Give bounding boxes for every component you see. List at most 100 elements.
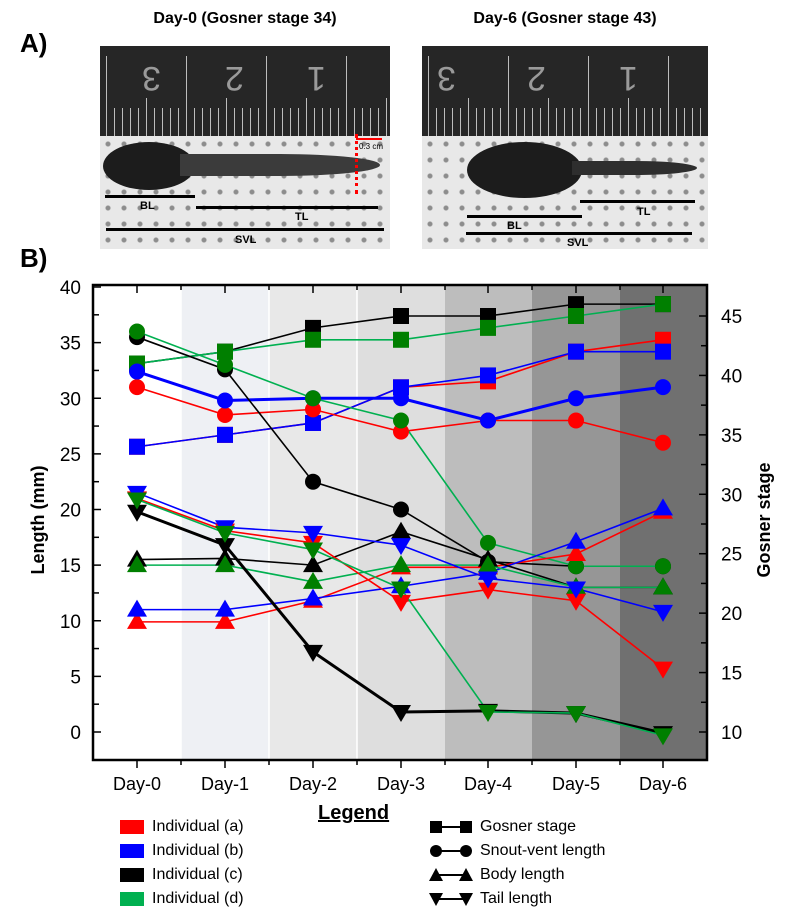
day-band-5: [532, 285, 620, 760]
marker-b-tl: [303, 525, 323, 543]
ruler-tick: [314, 108, 315, 136]
ruler-tick: [258, 108, 259, 136]
y2-tick-label: 25: [721, 545, 742, 566]
svl-label: SVL: [235, 234, 257, 246]
marker-d-tl: [478, 704, 498, 722]
marker-b-svl: [480, 412, 496, 429]
tl-line: [196, 206, 378, 209]
tl-line: [580, 200, 695, 203]
ruler-tick: [194, 108, 195, 136]
marker-a-tl: [391, 594, 411, 612]
ruler-tick: [580, 108, 581, 136]
tadpole-tail: [180, 154, 380, 176]
marker-d-svl: [393, 412, 409, 429]
x-tick-label: Day-2: [289, 774, 337, 794]
ruler-tick: [170, 108, 171, 136]
legend-marker: [460, 844, 472, 857]
ruler-tick: [322, 108, 323, 136]
legend-label: Snout-vent length: [480, 842, 606, 859]
marker-c-bl: [303, 555, 323, 573]
marker-d-bl: [127, 555, 147, 573]
tl-label: TL: [295, 211, 309, 223]
ruler-tick: [620, 108, 621, 136]
plot-frame: [91, 283, 709, 762]
legend-swatch: [120, 819, 144, 834]
legend-marker: [429, 892, 443, 906]
marker-a-bl: [215, 611, 235, 629]
marker-a-tl: [566, 593, 586, 611]
x-tick-label: Day-3: [377, 774, 425, 794]
ruler-tick: [436, 108, 437, 136]
marker-d-tl: [566, 706, 586, 724]
ruler-tick: [508, 56, 509, 136]
scale-marker: [355, 134, 358, 194]
marker-b-svl: [655, 379, 671, 396]
y2-tick-label: 10: [721, 723, 742, 744]
square-marker-icon: [430, 820, 472, 833]
marker-c-svl: [393, 501, 409, 518]
marker-a-svl: [217, 406, 233, 423]
day-band-6: [620, 285, 707, 760]
marker-b-gosner: [393, 379, 409, 396]
y2-tick-label: 35: [721, 426, 742, 447]
marker-c-tl: [303, 644, 323, 662]
ruler-tick: [444, 108, 445, 136]
y-tick-label: 20: [60, 501, 81, 522]
circle-marker-icon: [430, 844, 472, 857]
ruler-tick: [250, 108, 251, 136]
svl-label: SVL: [567, 237, 589, 249]
marker-d-tl: [653, 728, 673, 746]
ruler-tick: [338, 108, 339, 136]
marker-d-gosner: [217, 343, 233, 360]
x-tick-label: Day-0: [113, 774, 161, 794]
marker-b-bl: [215, 599, 235, 617]
legend-item-circle: Snout-vent length: [428, 842, 605, 860]
day-band-4: [445, 285, 532, 760]
ruler-tick: [242, 108, 243, 136]
marker-d-gosner: [655, 296, 671, 313]
legend-marker: [430, 844, 442, 857]
legend-label: Gosner stage: [480, 818, 577, 835]
y-tick-label: 25: [60, 445, 81, 466]
photo-day6-title: Day-6 (Gosner stage 43): [473, 10, 657, 27]
y-tick-label: 30: [60, 389, 81, 410]
ruler-tick: [122, 108, 123, 136]
bl-label: BL: [507, 220, 522, 232]
ruler-tick: [524, 108, 525, 136]
legend-swatch: [120, 891, 144, 906]
marker-c-gosner: [393, 308, 409, 324]
marker-b-bl: [566, 531, 586, 549]
ruler-tick: [516, 108, 517, 136]
ruler-tick: [362, 108, 363, 136]
ruler-tick: [370, 108, 371, 136]
marker-d-svl: [129, 323, 145, 340]
marker-a-svl: [568, 412, 584, 429]
tadpole-body: [467, 142, 582, 198]
ruler-tick: [146, 98, 147, 136]
marker-c-bl: [391, 521, 411, 539]
ruler-tick: [588, 56, 589, 136]
marker-c-svl: [305, 473, 321, 490]
ruler-tick: [660, 108, 661, 136]
ruler-tick: [500, 108, 501, 136]
ruler-tick: [354, 108, 355, 136]
ruler: 3 2 1: [100, 46, 390, 136]
ruler-tick: [700, 108, 701, 136]
marker-d-bl: [391, 555, 411, 573]
ruler-tick: [154, 108, 155, 136]
ruler-tick: [378, 108, 379, 136]
x-tick-label: Day-1: [201, 774, 249, 794]
legend-item-individual-d: Individual (d): [120, 890, 244, 908]
legend-title: Legend: [318, 802, 390, 824]
legend-item-individual-b: Individual (b): [120, 842, 244, 860]
ruler-tick: [282, 108, 283, 136]
marker-b-gosner: [655, 343, 671, 360]
marker-b-svl: [568, 390, 584, 407]
legend-label: Body length: [480, 866, 565, 883]
marker-d-svl: [480, 534, 496, 551]
marker-d-bl: [215, 555, 235, 573]
ruler-tick: [572, 108, 573, 136]
legend-label: Tail length: [480, 890, 553, 907]
legend-label: Individual (b): [152, 842, 244, 859]
